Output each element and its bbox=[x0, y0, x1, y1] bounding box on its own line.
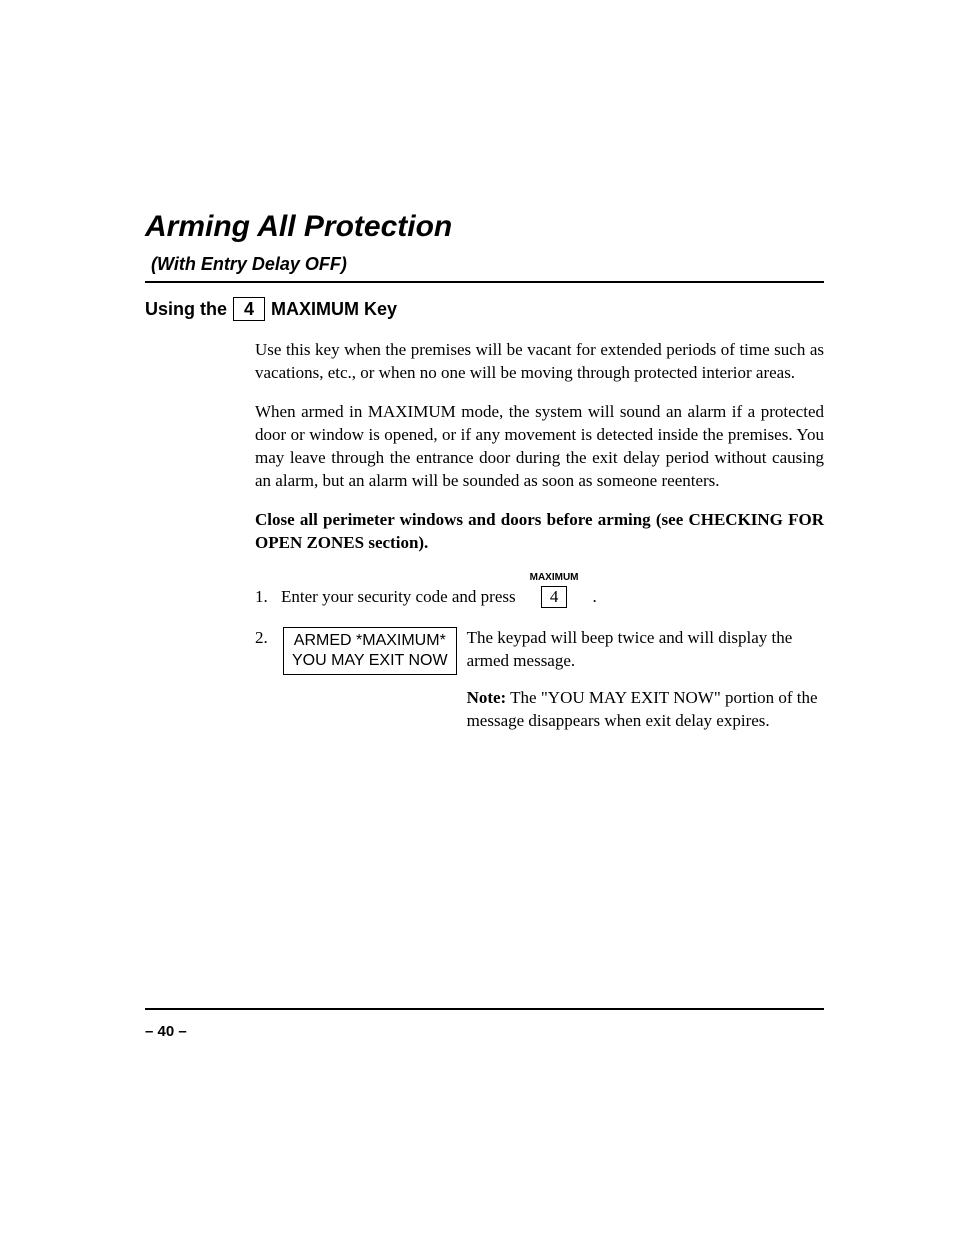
step-1-keyblock: MAXIMUM 4 bbox=[530, 571, 579, 609]
step-1: 1. Enter your security code and press MA… bbox=[255, 571, 824, 609]
paragraph-3: Close all perimeter windows and doors be… bbox=[255, 509, 824, 555]
note-label: Note: bbox=[467, 688, 507, 707]
keycap-4-small-icon: 4 bbox=[541, 586, 567, 608]
document-page: Arming All Protection (With Entry Delay … bbox=[0, 0, 954, 1235]
heading-suffix: MAXIMUM Key bbox=[271, 299, 397, 320]
lcd-display: ARMED *MAXIMUM* YOU MAY EXIT NOW bbox=[283, 627, 457, 675]
lcd-line-1: ARMED *MAXIMUM* bbox=[292, 631, 448, 651]
step-2-number: 2. bbox=[255, 627, 273, 650]
lcd-line-2: YOU MAY EXIT NOW bbox=[292, 651, 448, 671]
footer-rule bbox=[145, 1008, 824, 1010]
body-content: Use this key when the premises will be v… bbox=[255, 339, 824, 733]
keycap-4-icon: 4 bbox=[233, 297, 265, 321]
step-2: 2. ARMED *MAXIMUM* YOU MAY EXIT NOW The … bbox=[255, 627, 824, 733]
step-1-after: . bbox=[593, 586, 597, 609]
step-2-text: The keypad will beep twice and will disp… bbox=[467, 627, 824, 673]
key-label-maximum: MAXIMUM bbox=[530, 571, 579, 585]
paragraph-2: When armed in MAXIMUM mode, the system w… bbox=[255, 401, 824, 493]
step-2-text-block: The keypad will beep twice and will disp… bbox=[467, 627, 824, 733]
page-subtitle: (With Entry Delay OFF) bbox=[151, 254, 824, 275]
heading-prefix: Using the bbox=[145, 299, 227, 320]
step-1-number: 1. bbox=[255, 586, 273, 609]
note-text: The "YOU MAY EXIT NOW" portion of the me… bbox=[467, 688, 818, 730]
paragraph-1: Use this key when the premises will be v… bbox=[255, 339, 824, 385]
title-rule bbox=[145, 281, 824, 283]
page-number: – 40 – bbox=[145, 1023, 187, 1040]
section-heading: Using the 4 MAXIMUM Key bbox=[145, 297, 824, 321]
step-1-text: Enter your security code and press bbox=[281, 586, 516, 609]
step-2-note: Note: The "YOU MAY EXIT NOW" portion of … bbox=[467, 687, 824, 733]
page-title: Arming All Protection bbox=[145, 210, 824, 244]
